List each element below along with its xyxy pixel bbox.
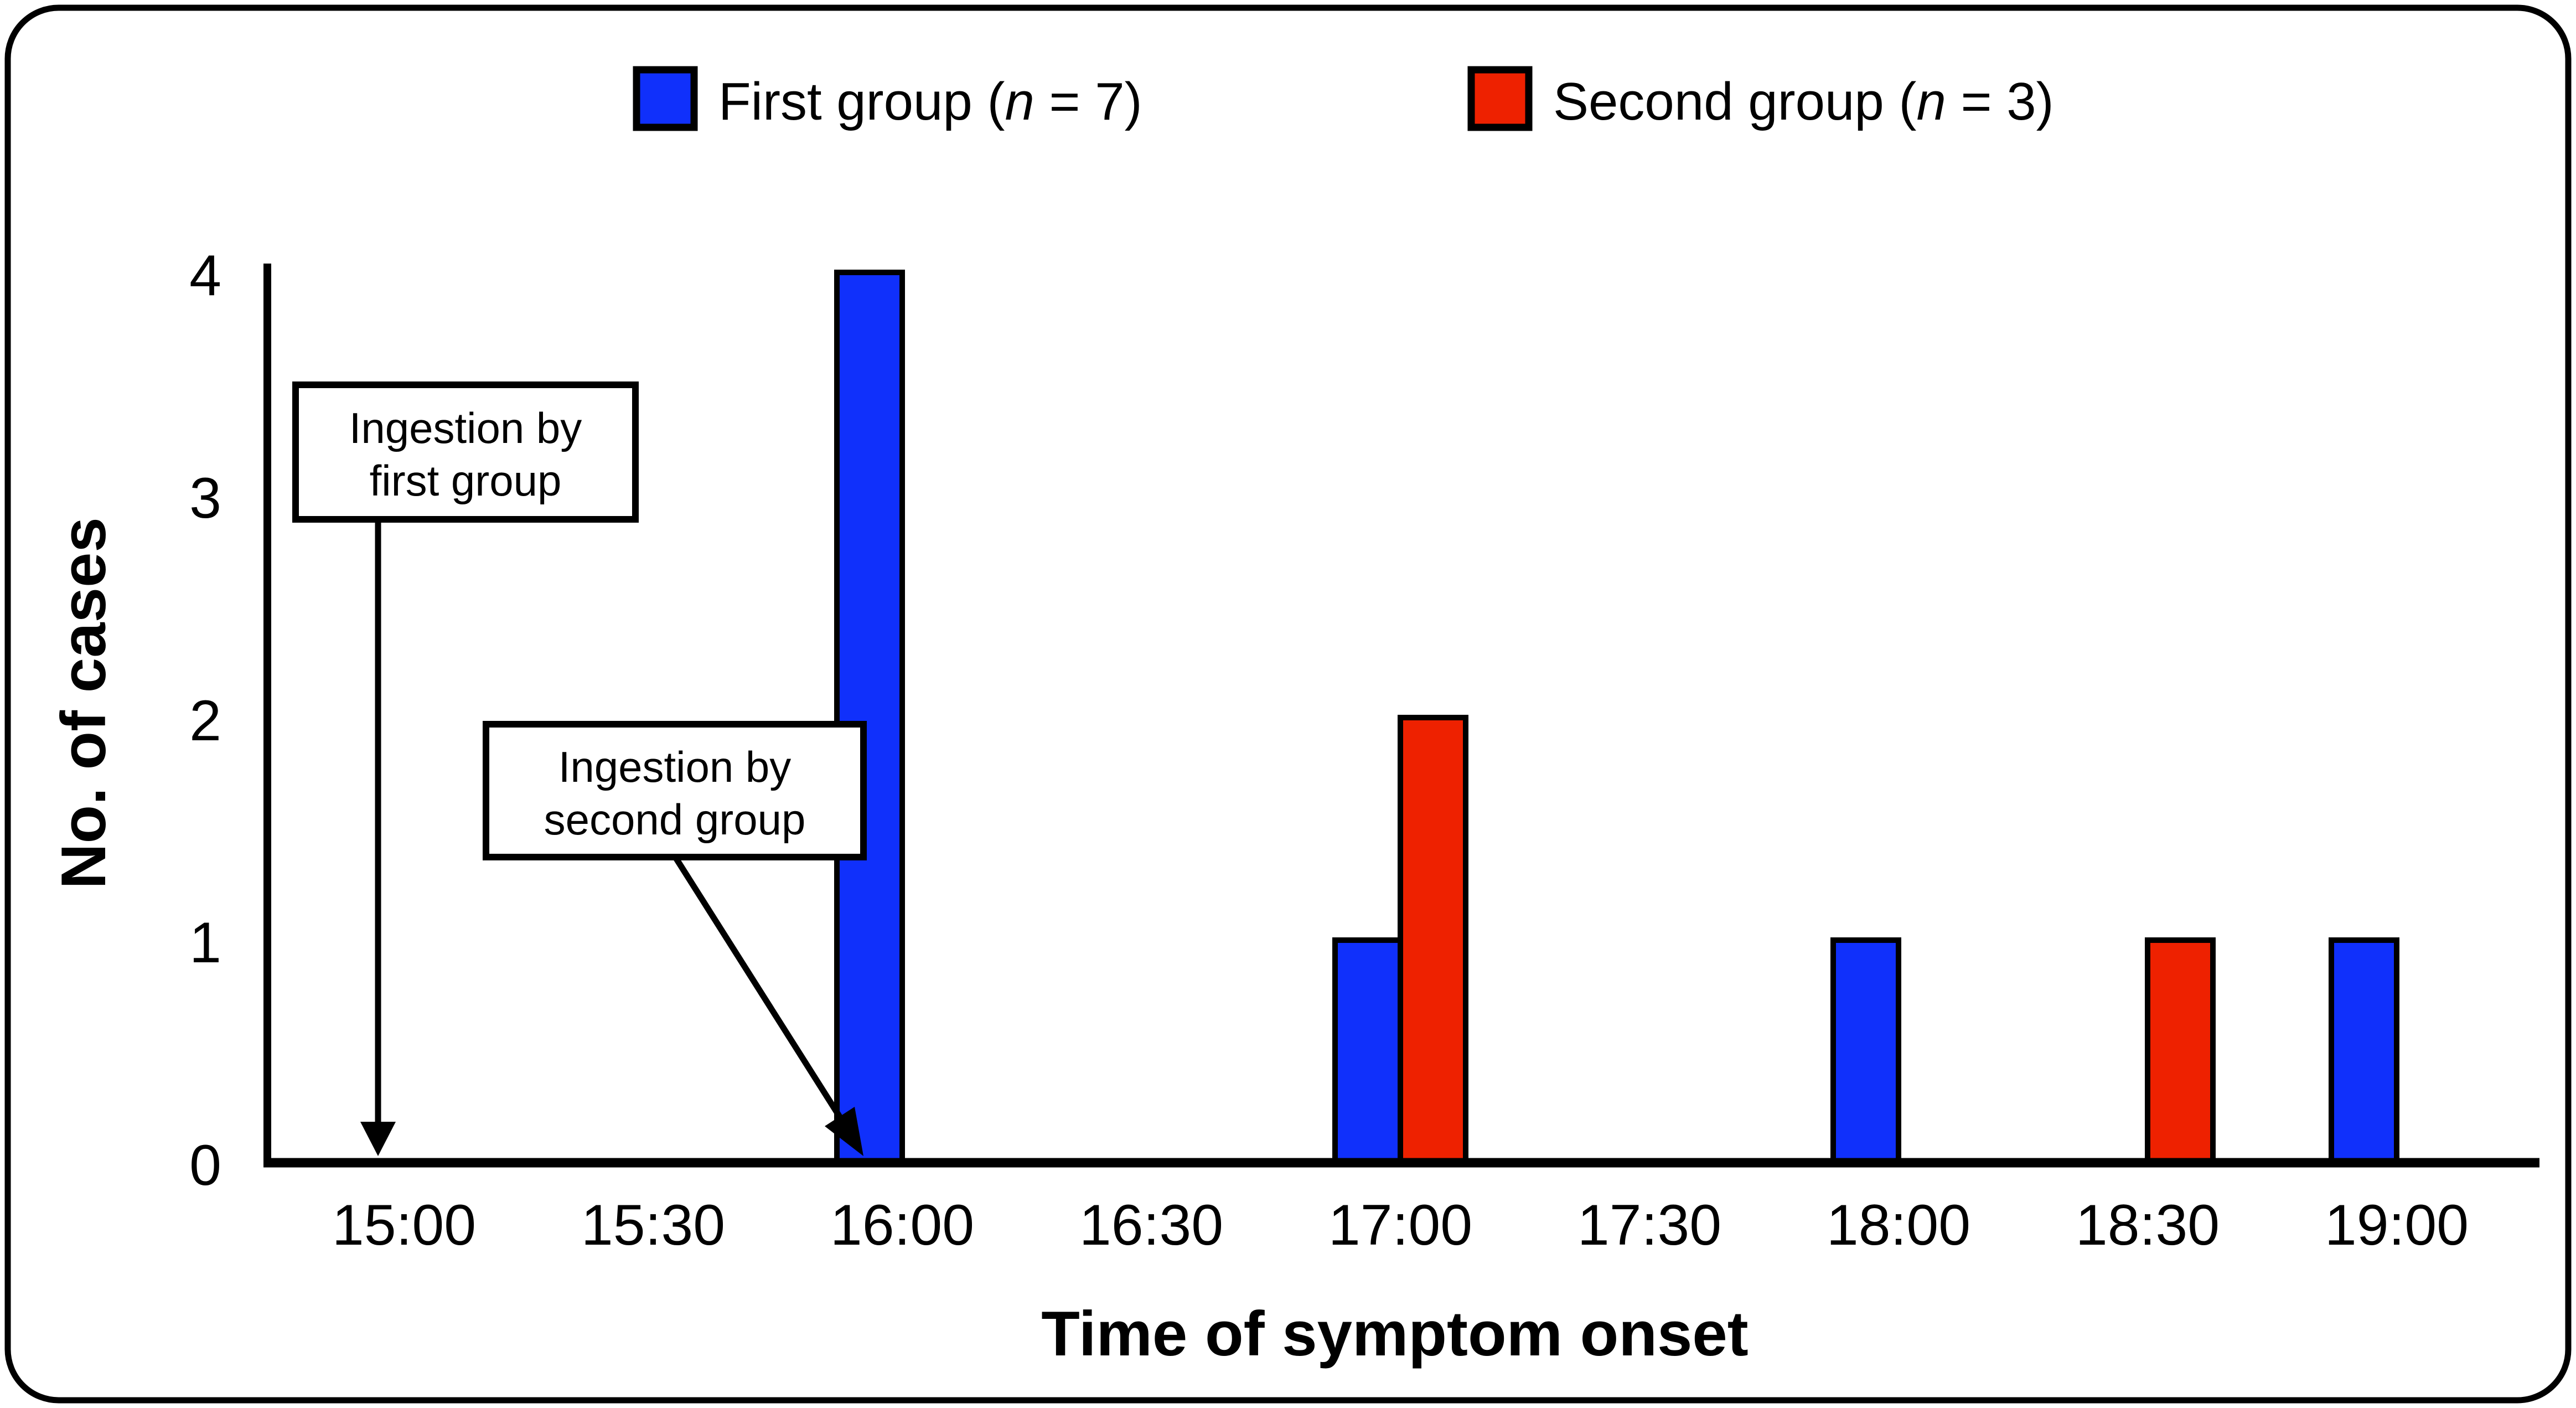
figure-border	[4, 4, 2572, 1404]
annotation-second-line2: second group	[544, 795, 806, 844]
x-tick-1600: 16:00	[830, 1193, 974, 1257]
bar-second-group-1830	[2145, 937, 2216, 1165]
y-tick-3: 3	[189, 466, 221, 530]
annotation-first-arrowhead	[360, 1122, 396, 1156]
x-tick-1900: 19:00	[2325, 1193, 2469, 1257]
annotation-second-group: Ingestion by second group	[483, 721, 867, 1156]
x-tick-1730: 17:30	[1577, 1193, 1721, 1257]
x-tick-1830: 18:30	[2076, 1193, 2220, 1257]
annotation-second-arrow-line	[673, 855, 846, 1125]
x-tick-1530: 15:30	[581, 1193, 725, 1257]
x-tick-1800: 18:00	[1827, 1193, 1970, 1257]
x-tick-1700: 17:00	[1328, 1193, 1472, 1257]
bar-first-group-1800	[1830, 937, 1901, 1165]
legend-label-first-group: First group (n = 7)	[718, 72, 1142, 131]
annotation-second-line1: Ingestion by	[558, 742, 792, 791]
annotation-second-box	[483, 721, 867, 860]
annotation-first-line2: first group	[370, 456, 562, 505]
bar-first-group-1700	[1332, 937, 1403, 1165]
x-axis-title: Time of symptom onset	[1041, 1299, 1748, 1369]
y-axis-title: No. of cases	[49, 517, 119, 889]
annotation-first-line1: Ingestion by	[349, 404, 582, 452]
bar-first-group-1900	[2329, 937, 2399, 1165]
bar-second-group-1700	[1398, 715, 1468, 1165]
annotation-first-box	[292, 381, 639, 523]
legend-swatch-second-group	[1467, 66, 1533, 131]
y-tick-1: 1	[189, 911, 221, 975]
x-tick-1500: 15:00	[332, 1193, 476, 1257]
annotation-first-group: Ingestion by first group	[292, 381, 639, 1156]
legend-label-second-group: Second group (n = 3)	[1553, 72, 2054, 131]
y-tick-0: 0	[189, 1133, 221, 1198]
y-tick-labels: 0 1 2 3 4	[189, 244, 221, 1198]
legend: First group (n = 7) Second group (n = 3)	[633, 66, 2054, 131]
bar-first-group-1600	[834, 270, 905, 1165]
x-tick-1630: 16:30	[1079, 1193, 1223, 1257]
y-tick-4: 4	[189, 244, 221, 308]
bars-group	[834, 270, 2399, 1165]
legend-swatch-first-group	[633, 66, 698, 131]
y-tick-2: 2	[189, 689, 221, 753]
x-tick-labels: 15:00 15:30 16:00 16:30 17:00 17:30 18:0…	[332, 1193, 2469, 1257]
annotation-second-arrowhead	[825, 1107, 863, 1156]
axes	[263, 264, 2539, 1168]
